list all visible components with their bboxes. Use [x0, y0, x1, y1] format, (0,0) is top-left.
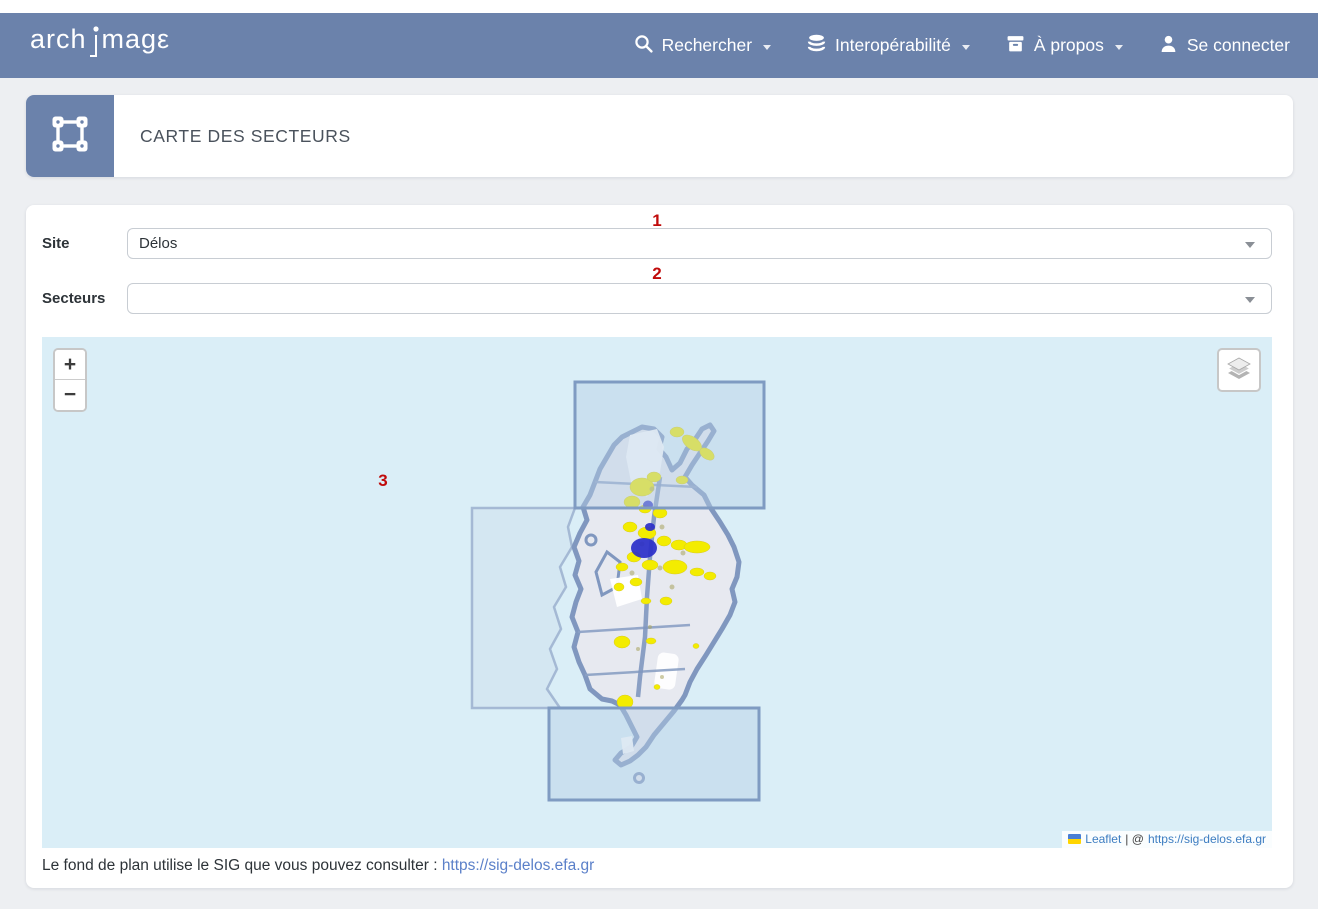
sig-delos-attribution-link[interactable]: https://sig-delos.efa.gr	[1147, 832, 1266, 846]
brand-i-glyph	[88, 24, 101, 67]
zoom-out-button[interactable]: −	[55, 380, 85, 410]
nav-item-rechercher[interactable]: Rechercher	[634, 34, 772, 58]
user-icon	[1159, 34, 1178, 58]
site-row: Site Délos	[42, 205, 1272, 259]
map-footnote: Le fond de plan utilise le SIG que vous …	[42, 857, 1272, 875]
secteurs-select[interactable]	[127, 283, 1272, 314]
map-north-sector-rect	[573, 380, 766, 510]
brand-text-post: magε	[101, 24, 171, 54]
nav-item-a-propos[interactable]: À propos	[1006, 34, 1123, 58]
map-road-line	[635, 476, 663, 698]
nav-label: Rechercher	[661, 35, 753, 55]
nav-items: Rechercher Interopérabilité À propos Se …	[634, 34, 1290, 58]
leaflet-attribution-link[interactable]: Leaflet	[1085, 832, 1122, 846]
brand-text-pre: arch	[30, 24, 87, 54]
archive-icon	[1006, 34, 1025, 58]
nav-label: Interopérabilité	[835, 35, 951, 55]
secteurs-row: Secteurs	[42, 283, 1272, 314]
layers-icon	[1225, 354, 1253, 387]
site-label: Site	[42, 235, 70, 252]
map-artwork	[470, 380, 766, 802]
chevron-down-icon	[1114, 44, 1123, 50]
navbar: arch magε Rechercher Interopérabilité	[0, 13, 1318, 78]
map-west-sector-polygon	[470, 506, 577, 710]
annotation-marker-1: 1	[652, 211, 662, 230]
site-select[interactable]: Délos	[127, 228, 1272, 259]
attribution-separator: | @	[1125, 832, 1144, 846]
brand-logo[interactable]: arch magε	[30, 24, 170, 67]
leaflet-map[interactable]: + − Leaflet | @ https://sig-delos.efa.gr	[42, 337, 1272, 848]
chevron-down-icon	[1245, 297, 1255, 303]
map-south-sector-rect	[547, 706, 761, 802]
annotation-marker-3: 3	[378, 471, 388, 490]
site-select-value: Délos	[139, 235, 178, 252]
nav-label: Se connecter	[1186, 35, 1290, 55]
nav-item-interoperabilite[interactable]: Interopérabilité	[807, 34, 970, 58]
main-card: Site Délos Secteurs	[26, 205, 1293, 888]
map-attribution: Leaflet | @ https://sig-delos.efa.gr	[1062, 831, 1272, 848]
layers-control-button[interactable]	[1217, 348, 1261, 392]
zoom-in-button[interactable]: +	[55, 350, 85, 380]
polygon-sector-icon	[49, 113, 91, 160]
search-icon	[634, 34, 653, 58]
footnote-text: Le fond de plan utilise le SIG que vous …	[42, 857, 438, 874]
page-header: CARTE DES SECTEURS	[26, 95, 1293, 177]
ukraine-flag-icon	[1068, 834, 1082, 844]
secteurs-label: Secteurs	[42, 290, 106, 307]
annotation-marker-2: 2	[652, 264, 662, 283]
nav-item-se-connecter[interactable]: Se connecter	[1159, 34, 1290, 58]
top-margin	[0, 0, 1318, 13]
sectors-icon-tile	[26, 95, 114, 177]
page-title: CARTE DES SECTEURS	[140, 125, 351, 146]
map-zoom-control: + −	[53, 348, 87, 412]
sig-delos-link[interactable]: https://sig-delos.efa.gr	[441, 857, 595, 874]
chevron-down-icon	[961, 44, 970, 50]
database-icon	[807, 34, 826, 58]
chevron-down-icon	[763, 44, 772, 50]
nav-label: À propos	[1033, 35, 1104, 55]
chevron-down-icon	[1245, 242, 1255, 248]
